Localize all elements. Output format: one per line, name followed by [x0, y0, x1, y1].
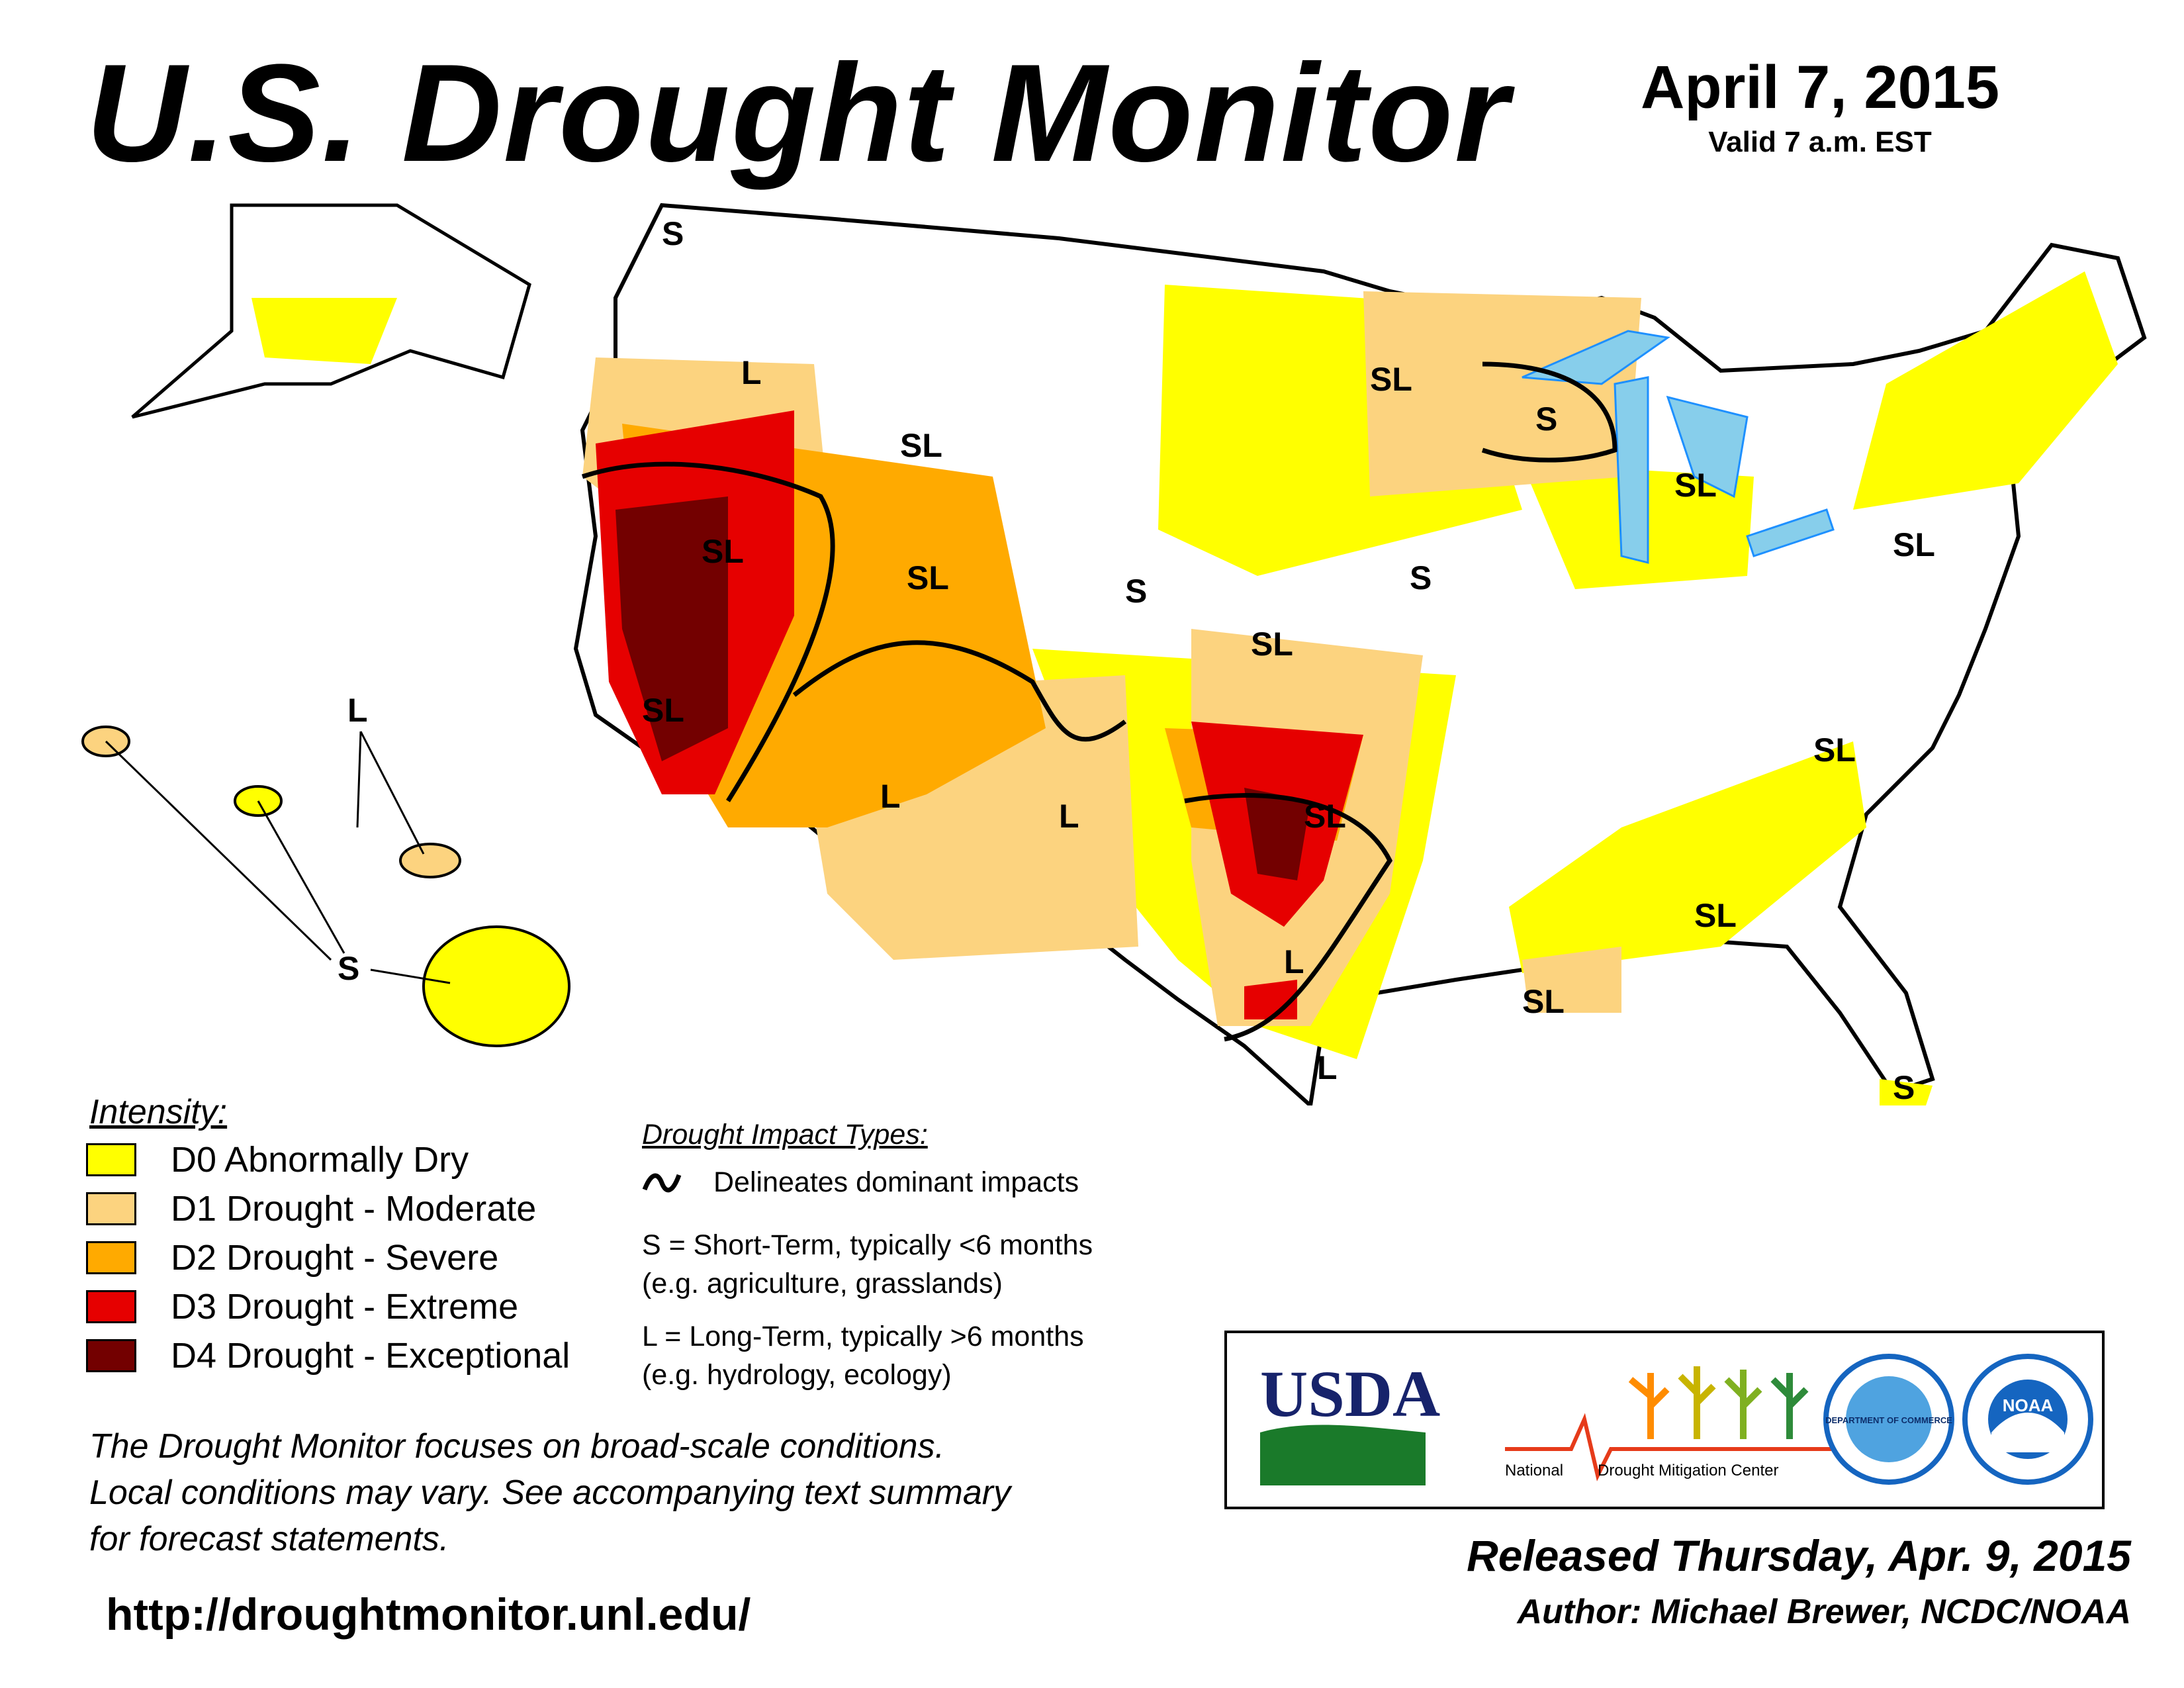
- hawaii-leader-lines: [105, 731, 451, 984]
- lake-huron: [1666, 395, 1749, 498]
- short-term-line-1: S = Short-Term, typically <6 months: [642, 1229, 1093, 1261]
- d4-oklahoma: [1244, 788, 1310, 880]
- disclaimer-line-3: for forecast statements.: [89, 1520, 449, 1558]
- disclaimer-line-1: The Drought Monitor focuses on broad-sca…: [89, 1427, 945, 1466]
- legend-item-d0: D0 Abnormally Dry: [86, 1139, 469, 1181]
- hawaii-big-island: [422, 925, 570, 1047]
- usda-logo-text: USDA: [1260, 1357, 1440, 1430]
- legend-item-d1: D1 Drought - Moderate: [86, 1188, 536, 1230]
- legend-item-d2: D2 Drought - Severe: [86, 1237, 498, 1279]
- legend-swatch-d3: [86, 1290, 136, 1323]
- d0-northeast: [1853, 271, 2118, 510]
- legend-swatch-d2: [86, 1241, 136, 1274]
- legend-item-d3: D3 Drought - Extreme: [86, 1286, 518, 1328]
- legend-label-d1: D1 Drought - Moderate: [171, 1189, 537, 1229]
- map-label-sl-ks: SL: [1251, 626, 1293, 663]
- map-label-sl-mi: SL: [1674, 467, 1717, 504]
- long-term-line-1: L = Long-Term, typically >6 months: [642, 1321, 1084, 1352]
- page-title: U.S. Drought Monitor: [86, 35, 1510, 191]
- map-label-sl-ca: SL: [642, 692, 684, 729]
- impact-line-wisconsin: [1481, 361, 1617, 463]
- d0-florida: [1880, 1079, 1933, 1105]
- website-url[interactable]: http://droughtmonitor.unl.edu/: [106, 1589, 751, 1640]
- map-label-sl-la: SL: [1522, 983, 1565, 1020]
- map-label-l-az: L: [880, 778, 901, 815]
- long-term-definition: L = Long-Term, typically >6 months (e.g.…: [642, 1317, 1084, 1394]
- ndmc-label-right: Drought Mitigation Center: [1598, 1462, 1778, 1479]
- map-label-l-tx2: L: [1317, 1049, 1338, 1086]
- partner-logos: USDA National Drought Mitigation Center …: [1224, 1331, 2105, 1509]
- legend-swatch-d1: [86, 1192, 136, 1225]
- noaa-bird-icon: [1991, 1413, 2064, 1452]
- map-label-l-or: L: [741, 354, 762, 391]
- d4-california: [615, 496, 728, 761]
- short-term-definition: S = Short-Term, typically <6 months (e.g…: [642, 1226, 1093, 1303]
- legend-label-d4: D4 Drought - Exceptional: [171, 1336, 570, 1376]
- great-lakes: [1522, 330, 1835, 564]
- author-credit: Author: Michael Brewer, NCDC/NOAA: [1517, 1593, 2131, 1631]
- short-term-line-2: (e.g. agriculture, grasslands): [642, 1268, 1003, 1299]
- valid-time: Valid 7 a.m. EST: [1708, 126, 1932, 158]
- drought-map: S L SL SL SL S SL L L SL SL L L S SL S S…: [81, 203, 2147, 1105]
- impact-boundaries: [581, 361, 1617, 1042]
- d0-southeast: [1509, 741, 1866, 973]
- legend-swatch-d4: [86, 1339, 136, 1372]
- impact-line-texas: [1184, 793, 1393, 1042]
- map-label-l-hi: L: [347, 692, 368, 729]
- d1-minnesota: [1363, 291, 1641, 496]
- map-label-s-hi: S: [338, 950, 359, 987]
- map-label-sl-mn: SL: [1370, 361, 1412, 398]
- d4-exceptional-drought-areas: [615, 496, 1310, 880]
- legend-swatch-d0: [86, 1143, 136, 1176]
- map-label-sl-id: SL: [900, 427, 942, 464]
- usda-logo-field: [1260, 1425, 1426, 1485]
- lake-michigan: [1614, 376, 1649, 564]
- map-label-s-nw: S: [662, 215, 684, 252]
- lake-erie: [1746, 508, 1835, 557]
- hawaii-islands: [81, 726, 570, 1047]
- release-date: Released Thursday, Apr. 9, 2015: [1467, 1531, 2131, 1580]
- map-label-s-fl: S: [1893, 1069, 1915, 1105]
- commerce-seal-inner: [1846, 1376, 1932, 1462]
- map-label-sl-ut: SL: [907, 559, 949, 596]
- commerce-seal-text: DEPARTMENT OF COMMERCE: [1825, 1415, 1952, 1425]
- map-label-sl-ga: SL: [1694, 897, 1737, 934]
- legend-title: Intensity:: [89, 1093, 228, 1131]
- legend-label-d3: D3 Drought - Extreme: [171, 1287, 519, 1327]
- impact-delineation-key: Delineates dominant impacts: [642, 1166, 1079, 1199]
- legend-label-d2: D2 Drought - Severe: [171, 1238, 499, 1278]
- hawaii-maui: [399, 843, 461, 878]
- map-label-s-co: S: [1125, 573, 1147, 610]
- map-label-sl-nv: SL: [702, 533, 744, 570]
- map-label-s-wi: S: [1535, 400, 1557, 438]
- map-label-l-tx: L: [1284, 943, 1304, 980]
- legend-label-d0: D0 Abnormally Dry: [171, 1140, 469, 1180]
- impact-types-title: Drought Impact Types:: [642, 1119, 928, 1150]
- long-term-line-2: (e.g. hydrology, ecology): [642, 1359, 952, 1391]
- map-label-s-ne: S: [1410, 559, 1432, 596]
- noaa-seal-text: NOAA: [2003, 1395, 2054, 1415]
- impact-delineation-label: Delineates dominant impacts: [713, 1166, 1079, 1198]
- ndmc-trees-icon: [1505, 1366, 1836, 1481]
- legend-item-d4: D4 Drought - Exceptional: [86, 1335, 570, 1377]
- map-label-sl-pa: SL: [1893, 526, 1935, 563]
- impact-line-west: [581, 461, 835, 802]
- d1-louisiana: [1522, 947, 1621, 1013]
- disclaimer-text: The Drought Monitor focuses on broad-sca…: [89, 1423, 1214, 1562]
- impact-line-rockies: [792, 640, 1127, 742]
- ndmc-label-left: National: [1505, 1462, 1563, 1479]
- map-label-sl-nc: SL: [1813, 731, 1856, 769]
- logo-strip: USDA National Drought Mitigation Center …: [1260, 1354, 2093, 1485]
- map-label-l-nm: L: [1059, 798, 1079, 835]
- impact-curve-icon: [642, 1173, 682, 1192]
- alaska-d0: [251, 298, 397, 364]
- map-date: April 7, 2015: [1640, 54, 2000, 121]
- disclaimer-line-2: Local conditions may vary. See accompany…: [89, 1474, 1011, 1512]
- map-label-sl-ok: SL: [1304, 798, 1346, 835]
